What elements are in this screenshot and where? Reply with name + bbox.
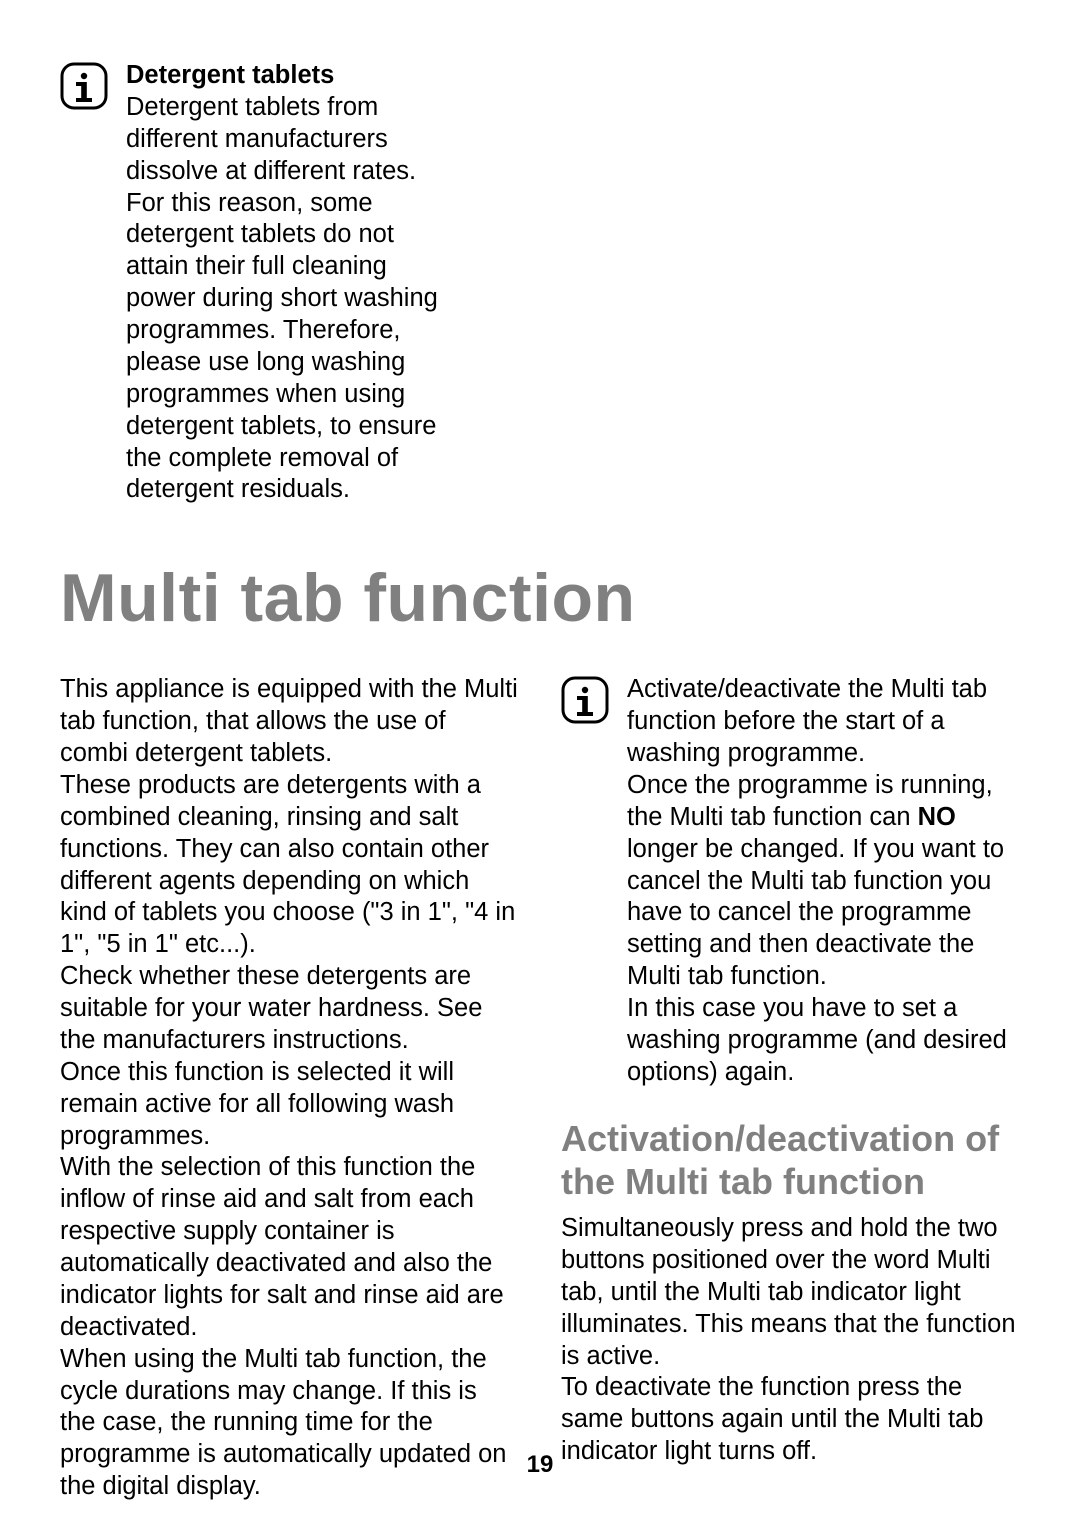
- right-info-a: Activate/deactivate the Multi tab functi…: [627, 675, 987, 767]
- left-p4: Once this function is selected it will r…: [60, 1057, 519, 1153]
- right-info-b-bold: NO: [918, 803, 956, 831]
- page-title: Multi tab function: [60, 564, 1020, 632]
- activation-subheading: Activation/deactivation of the Multi tab…: [561, 1117, 1020, 1203]
- info-icon: [60, 62, 108, 110]
- right-info-b-post: longer be changed. If you want to cancel…: [627, 835, 1004, 991]
- left-column: This appliance is equipped with the Mult…: [60, 674, 519, 1503]
- left-p6: When using the Multi tab function, the c…: [60, 1344, 519, 1503]
- detergent-tablets-section: Detergent tablets Detergent tablets from…: [60, 60, 1020, 506]
- detergent-tablets-heading: Detergent tablets: [126, 61, 334, 89]
- two-column-layout: This appliance is equipped with the Mult…: [60, 674, 1020, 1503]
- right-info-c: In this case you have to set a washing p…: [627, 994, 1007, 1086]
- left-p1: This appliance is equipped with the Mult…: [60, 674, 519, 770]
- info-icon: [561, 676, 609, 724]
- right-info-block: Activate/deactivate the Multi tab functi…: [561, 674, 1020, 1088]
- page-number: 19: [0, 1451, 1080, 1479]
- detergent-tablets-text: Detergent tablets Detergent tablets from…: [126, 60, 460, 506]
- left-p3: Check whether these detergents are suita…: [60, 961, 519, 1057]
- right-column: Activate/deactivate the Multi tab functi…: [561, 674, 1020, 1468]
- left-p5: With the selection of this function the …: [60, 1152, 519, 1343]
- left-p2: These products are detergents with a com…: [60, 770, 519, 961]
- activation-body: Simultaneously press and hold the two bu…: [561, 1213, 1020, 1468]
- right-info-text: Activate/deactivate the Multi tab functi…: [627, 674, 1020, 1088]
- detergent-tablets-body: Detergent tablets from different manufac…: [126, 93, 438, 504]
